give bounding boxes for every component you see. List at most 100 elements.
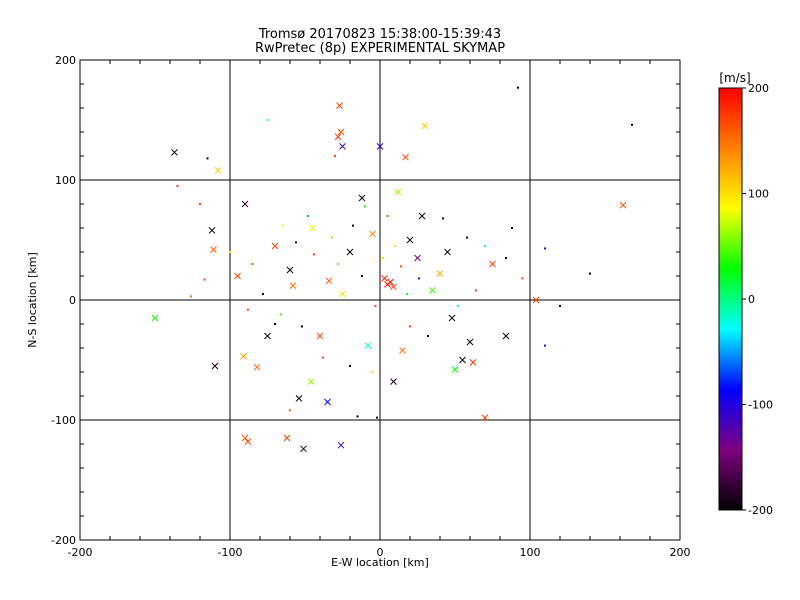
data-point-x bbox=[334, 133, 342, 141]
data-point-dot bbox=[266, 119, 269, 121]
x-tick-label: 100 bbox=[520, 546, 541, 559]
data-point-dot bbox=[544, 344, 546, 347]
data-point-dot bbox=[559, 305, 561, 307]
x-tick-label: 200 bbox=[670, 546, 691, 559]
data-point-x bbox=[466, 338, 474, 346]
data-point-x bbox=[369, 230, 376, 238]
data-point-x bbox=[364, 342, 372, 349]
data-point-dot bbox=[371, 371, 374, 373]
data-point-x bbox=[619, 201, 627, 209]
data-point-x bbox=[337, 441, 345, 449]
data-point-x bbox=[414, 254, 421, 262]
data-point-x bbox=[244, 438, 252, 445]
data-point-x bbox=[337, 128, 345, 136]
data-point-x bbox=[421, 122, 429, 130]
data-point-x bbox=[469, 359, 477, 366]
data-point-dot bbox=[251, 263, 254, 265]
data-point-x bbox=[399, 347, 406, 354]
plot-area: -200-200 -100 -100 0 0 100 100 200 200 bbox=[51, 54, 690, 559]
colorbar-label: [m/s] bbox=[719, 71, 750, 85]
data-point-x bbox=[283, 434, 291, 442]
data-point-dot bbox=[457, 305, 459, 307]
data-point-dot bbox=[589, 272, 591, 275]
data-point-dot bbox=[337, 263, 339, 265]
colorbar-tick-label: -100 bbox=[748, 399, 773, 412]
data-point-dot bbox=[352, 224, 354, 227]
data-point-dot bbox=[400, 265, 402, 268]
data-point-x bbox=[295, 395, 303, 402]
data-point-dot bbox=[274, 323, 276, 325]
data-point-x bbox=[289, 282, 297, 289]
data-point-x bbox=[339, 143, 346, 150]
data-point-dot bbox=[364, 205, 366, 208]
data-point-dot bbox=[442, 217, 444, 220]
data-point-x bbox=[406, 236, 414, 244]
data-point-x bbox=[489, 260, 496, 268]
data-point-dot bbox=[475, 289, 477, 292]
data-point-dot bbox=[289, 409, 291, 412]
data-point-x bbox=[316, 332, 324, 340]
chart-subtitle: RwPretec (8p) EXPERIMENTAL SKYMAP bbox=[255, 41, 505, 56]
data-point-x bbox=[448, 314, 456, 322]
data-point-x bbox=[339, 290, 346, 298]
y-tick-label: 200 bbox=[55, 54, 76, 67]
data-point-x bbox=[336, 102, 343, 109]
data-point-x bbox=[502, 332, 510, 340]
data-point-x bbox=[418, 212, 426, 220]
data-point-x bbox=[324, 398, 331, 406]
data-point-dot bbox=[466, 236, 468, 239]
data-point-x bbox=[210, 246, 217, 253]
data-point-dot bbox=[382, 257, 384, 259]
data-point-dot bbox=[295, 241, 297, 244]
data-point-dot bbox=[517, 86, 519, 89]
data-point-x bbox=[402, 153, 409, 161]
data-point-dot bbox=[349, 365, 351, 367]
data-point-x bbox=[151, 314, 159, 322]
data-point-dot bbox=[418, 277, 420, 280]
colorbar-tick-label: 200 bbox=[748, 82, 769, 95]
data-point-dot bbox=[394, 245, 396, 247]
data-point-dot bbox=[280, 313, 282, 316]
x-axis-label: E-W location [km] bbox=[331, 556, 429, 569]
data-point-dot bbox=[247, 308, 249, 311]
data-point-x bbox=[444, 248, 451, 256]
data-point-x bbox=[171, 149, 178, 156]
x-tick-label: 0 bbox=[377, 546, 384, 559]
data-point-dot bbox=[262, 293, 264, 295]
data-point-dot bbox=[521, 277, 524, 280]
data-point-dot bbox=[331, 236, 333, 239]
data-point-x bbox=[309, 224, 316, 232]
data-point-dot bbox=[374, 305, 377, 307]
chart-title: Tromsø 20170823 15:38:00-15:39:43 bbox=[258, 27, 501, 42]
data-point-dot bbox=[631, 123, 633, 126]
data-point-dot bbox=[356, 415, 359, 418]
colorbar-bar bbox=[718, 87, 743, 511]
data-point-dot bbox=[307, 215, 309, 217]
data-point-dot bbox=[199, 203, 201, 205]
data-point-x bbox=[381, 275, 388, 282]
data-point-x bbox=[211, 362, 219, 370]
data-point-x bbox=[390, 283, 397, 291]
data-point-x bbox=[387, 278, 394, 286]
data-point-x bbox=[253, 363, 261, 371]
y-tick-label: -200 bbox=[51, 534, 76, 547]
y-axis-label: N-S location [km] bbox=[26, 252, 39, 348]
velocity-colorbar: 200 100 0 -100 -200 bbox=[718, 82, 773, 517]
data-point-x bbox=[390, 378, 397, 385]
data-point-x bbox=[532, 296, 540, 304]
data-point-x bbox=[429, 287, 436, 294]
data-point-dot bbox=[176, 185, 179, 187]
colorbar-tick-label: 0 bbox=[748, 293, 755, 306]
data-point-dot bbox=[361, 275, 363, 277]
data-point-x bbox=[459, 356, 466, 364]
data-point-x bbox=[241, 200, 249, 208]
data-point-x bbox=[436, 270, 444, 277]
data-point-dot bbox=[376, 416, 378, 419]
data-point-x bbox=[451, 366, 459, 373]
data-point-x bbox=[325, 277, 333, 285]
y-tick-label: -100 bbox=[51, 414, 76, 427]
data-point-dot bbox=[301, 325, 303, 328]
colorbar-tick-label: 100 bbox=[748, 188, 769, 201]
x-tick-label: -100 bbox=[218, 546, 243, 559]
